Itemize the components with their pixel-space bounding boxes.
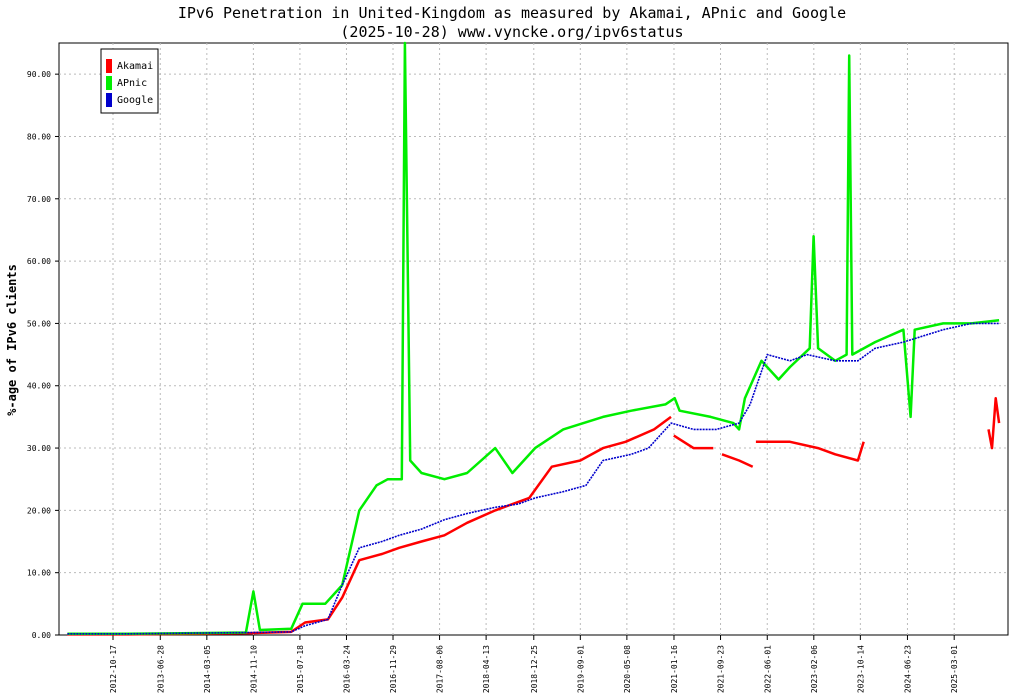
x-tick-label: 2020-05-08 <box>623 645 632 693</box>
series-line-akamai <box>67 396 1001 636</box>
x-tick-label: 2017-08-06 <box>436 645 445 693</box>
legend-swatch-google <box>106 93 112 107</box>
legend: Akamai APnic Google <box>100 48 159 114</box>
y-tick-label: 50.00 <box>27 319 51 328</box>
x-tick-label: 2014-03-05 <box>203 645 212 693</box>
x-tick-label: 2025-03-01 <box>950 645 959 693</box>
y-tick-label: 30.00 <box>27 444 51 453</box>
x-tick-label: 2016-03-24 <box>342 645 351 693</box>
legend-label-akamai: Akamai <box>117 61 153 72</box>
series-line-apnic <box>67 41 1000 636</box>
legend-label-apnic: APnic <box>117 78 147 89</box>
x-tick-label: 2021-01-16 <box>670 645 679 693</box>
y-tick-label: 80.00 <box>27 132 51 141</box>
x-tick-label: 2019-09-01 <box>576 645 585 693</box>
legend-swatch-akamai <box>106 59 112 73</box>
y-tick-label: 90.00 <box>27 70 51 79</box>
x-tick-label: 2022-06-01 <box>763 645 772 693</box>
x-tick-label: 2018-12-25 <box>530 645 539 693</box>
x-tick-label: 2024-06-23 <box>903 645 912 693</box>
y-axis-label: %-age of IPv6 clients <box>5 264 19 416</box>
chart-title: IPv6 Penetration in United-Kingdom as me… <box>178 4 846 22</box>
series-line-google <box>67 322 1000 635</box>
legend-label-google: Google <box>117 95 153 106</box>
series-layer <box>67 41 1001 636</box>
y-tick-label: 10.00 <box>27 569 51 578</box>
x-tick-label: 2015-07-18 <box>296 645 305 693</box>
y-tick-label: 60.00 <box>27 257 51 266</box>
y-tick-label: 20.00 <box>27 506 51 515</box>
x-tick-label: 2018-04-13 <box>482 645 491 693</box>
x-tick-label: 2023-10-14 <box>856 645 865 693</box>
x-tick-label: 2023-02-06 <box>810 645 819 693</box>
grid-layer <box>59 43 1008 635</box>
x-tick-label: 2021-09-23 <box>717 645 726 693</box>
x-tick-label: 2013-06-28 <box>156 645 165 693</box>
y-tick-label: 0.00 <box>32 631 51 640</box>
chart-subtitle: (2025-10-28) www.vyncke.org/ipv6status <box>340 23 683 41</box>
y-tick-label: 70.00 <box>27 195 51 204</box>
tick-layer: 0.00 10.00 20.00 30.00 40.00 50.00 60.00 70.00 8… <box>27 70 959 693</box>
x-tick-label: 2014-11-10 <box>249 645 258 693</box>
y-tick-label: 40.00 <box>27 382 51 391</box>
x-tick-label: 2016-11-29 <box>389 645 398 693</box>
legend-swatch-apnic <box>106 76 112 90</box>
x-tick-label: 2012-10-17 <box>109 645 118 693</box>
